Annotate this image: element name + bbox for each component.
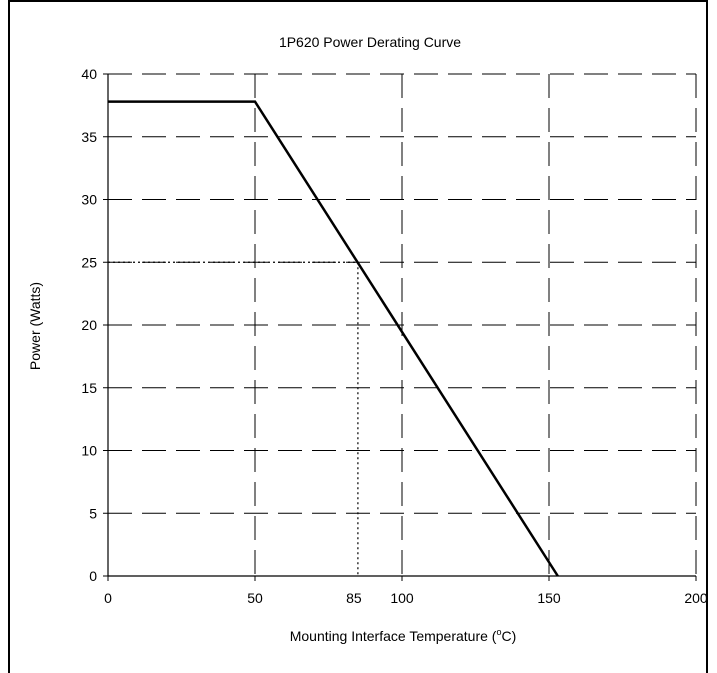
y-tick-label-5: 5	[89, 505, 97, 521]
chart-title: 1P620 Power Derating Curve	[279, 34, 461, 50]
y-axis-label: Power (Watts)	[27, 282, 43, 370]
chart-frame	[8, 0, 708, 673]
y-tick-label-10: 10	[81, 443, 97, 459]
x-tick-label-0: 0	[104, 590, 112, 606]
axes	[103, 73, 697, 581]
tick-labels: 0 5 10 15 20 25 30 35 40 0 50 85 100 150 200	[81, 66, 707, 606]
x-tick-label-150: 150	[537, 590, 561, 606]
y-tick-label-35: 35	[81, 129, 97, 145]
x-tick-label-100: 100	[390, 590, 414, 606]
x-axis-label-end: C)	[501, 628, 516, 644]
grid	[108, 73, 697, 576]
x-axis-label: Mounting Interface Temperature (oC)	[290, 627, 517, 644]
x-axis-label-superscript: o	[496, 627, 501, 637]
y-tick-label-40: 40	[81, 66, 97, 82]
y-tick-label-15: 15	[81, 380, 97, 396]
series-line-0	[108, 100, 559, 577]
x-tick-label-85: 85	[346, 590, 362, 606]
x-tick-label-200: 200	[684, 590, 708, 606]
x-tick-label-50: 50	[247, 590, 263, 606]
y-tick-label-20: 20	[81, 317, 97, 333]
y-tick-label-30: 30	[81, 192, 97, 208]
y-tick-label-0: 0	[89, 568, 97, 584]
series-group	[108, 100, 559, 577]
x-axis-label-main: Mounting Interface Temperature (	[290, 628, 497, 644]
y-tick-label-25: 25	[81, 254, 97, 270]
reference-lines	[108, 261, 359, 576]
